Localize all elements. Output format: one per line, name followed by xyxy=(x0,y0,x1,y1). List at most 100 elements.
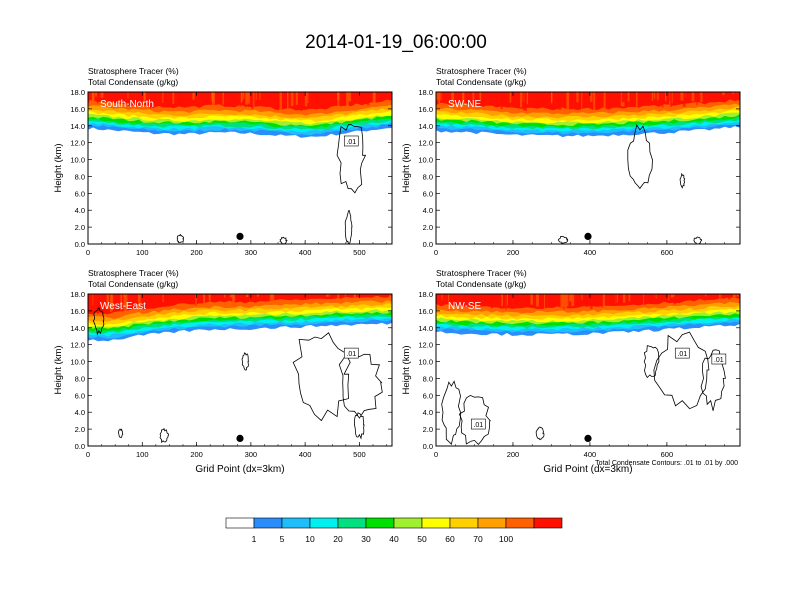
x-tick-label: 600 xyxy=(661,248,674,257)
tracer-streak xyxy=(329,294,331,296)
tracer-streak xyxy=(499,92,501,101)
tracer-streak xyxy=(224,294,226,298)
y-tick-label: 10.0 xyxy=(70,156,85,165)
tracer-streak xyxy=(722,294,725,299)
tracer-streak xyxy=(307,92,311,103)
tracer-streak xyxy=(379,92,381,96)
tracer-streak xyxy=(661,92,664,108)
tracer-streak xyxy=(505,294,507,310)
tracer-streak xyxy=(152,92,155,109)
colorbar-swatch xyxy=(253,517,283,529)
condensate-contour xyxy=(279,236,288,244)
y-tick-label: 8.0 xyxy=(75,172,85,181)
tracer-streak xyxy=(441,294,443,301)
tracer-streak xyxy=(448,294,449,302)
condensate-contour xyxy=(336,124,367,194)
tracer-streak xyxy=(97,92,99,104)
tracer-streak xyxy=(562,294,566,308)
tracer-streak xyxy=(536,294,539,307)
tracer-streak xyxy=(138,294,141,311)
tracer-streak xyxy=(279,92,282,110)
tracer-streak xyxy=(377,294,380,296)
y-tick-label: 8.0 xyxy=(423,172,433,181)
tracer-streak xyxy=(654,92,658,100)
tracer-streak xyxy=(143,92,146,104)
tracer-streak xyxy=(640,92,642,100)
tracer-streak xyxy=(732,92,735,94)
tracer-streak xyxy=(346,92,349,109)
x-tick-label: 300 xyxy=(245,450,258,459)
tracer-streak xyxy=(581,92,583,110)
condensate-contour xyxy=(118,428,124,439)
tracer-streak xyxy=(195,294,197,305)
y-tick-label: 6.0 xyxy=(423,189,433,198)
tracer-streak xyxy=(673,294,675,297)
colorbar-label: 60 xyxy=(445,534,455,544)
tracer-streak xyxy=(526,92,528,105)
colorbar-swatch xyxy=(225,517,255,529)
tracer-streak xyxy=(487,294,491,301)
tracer-streak xyxy=(643,294,647,305)
y-tick-label: 14.0 xyxy=(70,122,85,131)
tracer-streak xyxy=(736,92,739,94)
tracer-streak xyxy=(154,92,158,103)
tracer-streak xyxy=(165,294,169,303)
colorbar-label: 10 xyxy=(305,534,315,544)
condensate-contour xyxy=(653,331,710,410)
y-tick-label: 18.0 xyxy=(70,88,85,97)
tracer-streak xyxy=(719,294,722,302)
y-tick-label: 6.0 xyxy=(75,189,85,198)
tracer-streak xyxy=(239,92,242,107)
condensate-contour xyxy=(338,350,383,419)
tracer-streak xyxy=(382,92,385,96)
x-tick-label: 200 xyxy=(190,248,203,257)
tracer-streak xyxy=(203,294,206,305)
colorbar-label: 20 xyxy=(333,534,343,544)
tracer-streak xyxy=(566,294,569,307)
tracer-streak xyxy=(670,294,674,298)
tracer-streak xyxy=(463,294,467,305)
contour-label: .01 xyxy=(677,351,687,358)
tracer-streak xyxy=(149,92,152,109)
tracer-streak xyxy=(462,92,465,105)
tracer-streak xyxy=(579,92,581,109)
tracer-streak xyxy=(569,294,572,302)
tracer-streak xyxy=(610,294,614,306)
tracer-streak xyxy=(722,92,725,95)
tracer-streak xyxy=(290,92,294,107)
tracer-streak xyxy=(495,92,497,103)
condensate-contour xyxy=(679,172,686,189)
tracer-streak xyxy=(277,92,280,109)
tracer-streak xyxy=(603,92,606,110)
tracer-streak xyxy=(263,92,265,103)
contour-label: .01 xyxy=(346,139,356,146)
contour-label-box xyxy=(711,353,727,365)
tracer-streak xyxy=(187,294,190,299)
colorbar-label: 1 xyxy=(252,534,257,544)
tracer-streak xyxy=(337,294,340,299)
tracer-streak xyxy=(657,92,659,101)
tracer-streak xyxy=(300,92,303,111)
tracer-streak xyxy=(353,294,356,298)
tracer-streak xyxy=(247,92,250,104)
tracer-streak xyxy=(593,92,596,110)
tracer-streak xyxy=(171,294,174,300)
tracer-streak xyxy=(490,294,494,309)
tracer-streak xyxy=(509,92,512,103)
y-tick-label: 10.0 xyxy=(70,358,85,367)
tracer-streak xyxy=(657,294,660,301)
tracer-streak xyxy=(373,92,376,105)
tracer-streak xyxy=(440,92,442,103)
y-tick-label: 4.0 xyxy=(75,408,85,417)
tracer-streak xyxy=(569,92,573,104)
tracer-streak xyxy=(95,92,98,97)
tracer-streak xyxy=(643,294,645,307)
tracer-streak xyxy=(259,92,261,101)
location-marker xyxy=(236,434,244,442)
x-tick-label: 500 xyxy=(353,450,366,459)
tracer-streak xyxy=(500,92,503,109)
tracer-streak xyxy=(110,294,112,312)
tracer-streak xyxy=(667,92,671,103)
x-tick-label: 100 xyxy=(136,248,149,257)
x-axis-label: Grid Point (dx=3km) xyxy=(195,464,284,475)
